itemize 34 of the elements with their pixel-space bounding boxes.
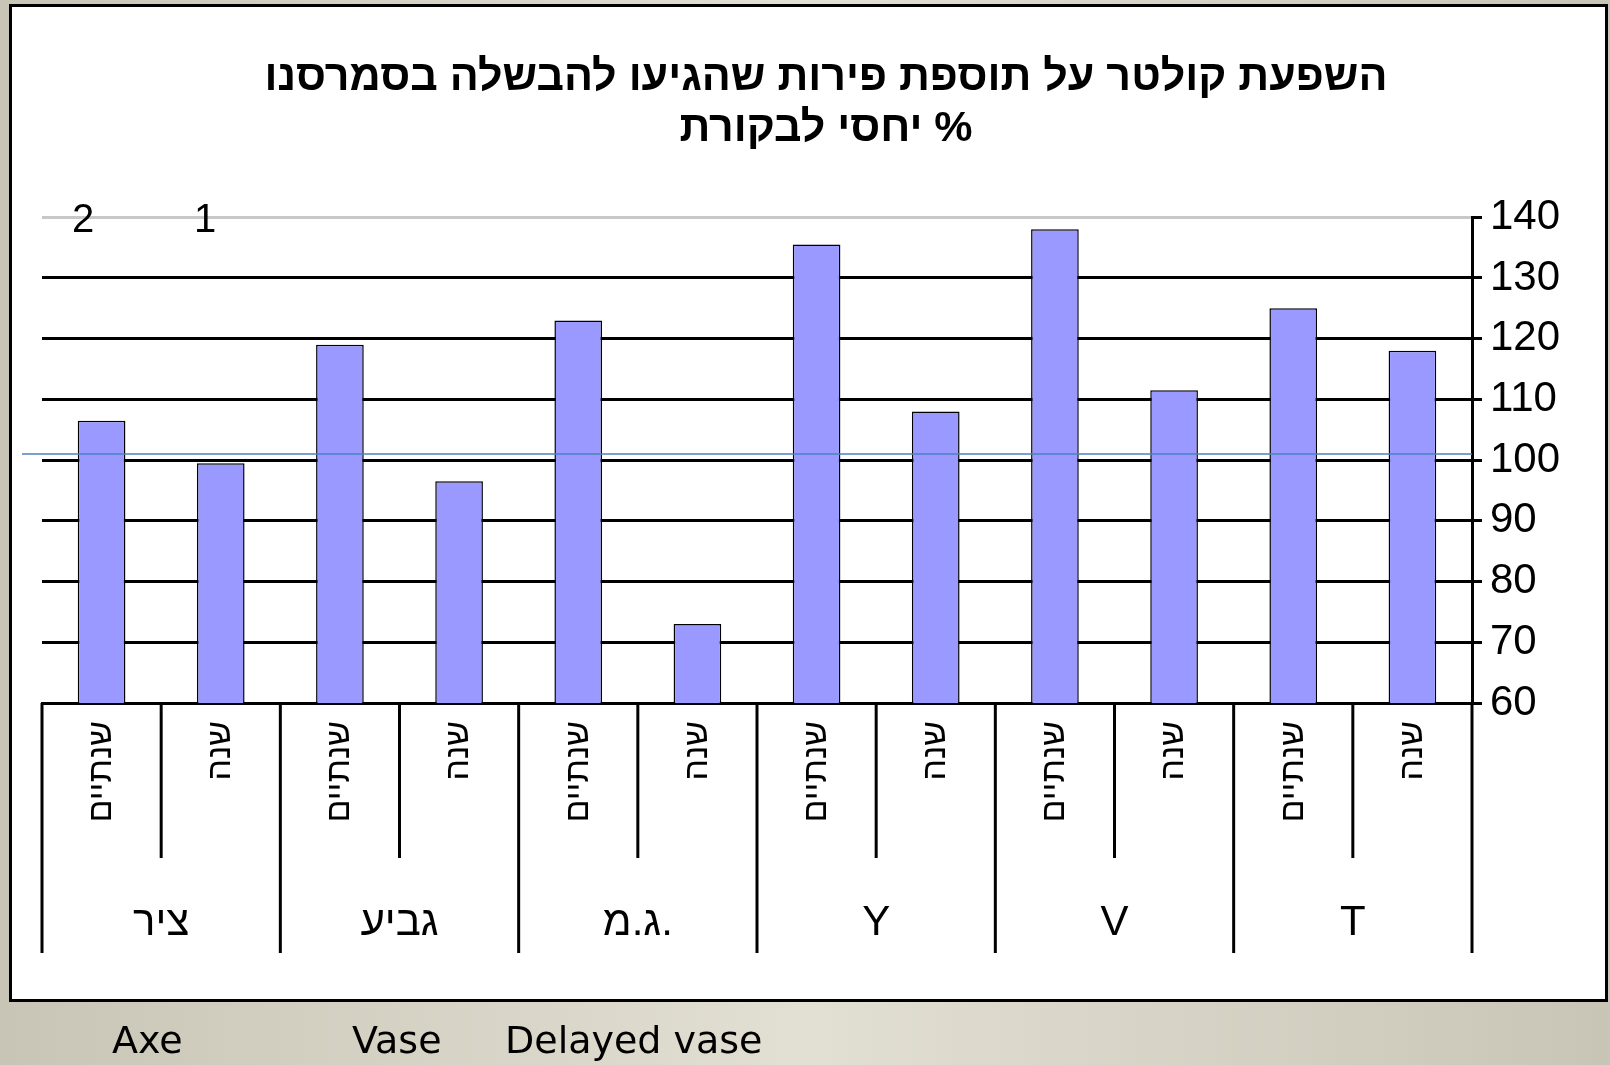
x-tick-label: שנתיים [1033,721,1072,823]
x-tick-label: שנה [675,721,714,781]
y-tick-label: 100 [1490,433,1561,481]
y-tick-label: 120 [1490,312,1561,360]
x-tick-label: שנתיים [79,721,118,823]
y-tick-label: 60 [1490,676,1537,724]
text: V [1100,896,1129,944]
y-tick-label: 70 [1490,615,1537,663]
text: השפעת קולטר על תוספת פירות שהגיעו להבשלה בסמרסנו [264,50,1388,99]
text: ציר [133,896,190,944]
text: Y [862,896,891,944]
text: T [1340,896,1366,944]
x-tick-label: שנתיים [794,721,833,823]
y-tick-label: 140 [1490,190,1561,238]
text: ג.מ. [602,896,673,944]
annotation: 1 [193,196,217,241]
y-tick-label: 110 [1490,372,1557,420]
y-tick-label: 130 [1490,251,1561,299]
x-tick-label: שנה [1152,721,1191,781]
x-tick-label: שנה [1390,721,1429,781]
x-tick-label: שנה [199,721,238,781]
annotation: 2 [71,196,95,241]
x-tick-label: שנה [437,721,476,781]
text: Axe [112,1017,183,1062]
text: Vase [352,1017,442,1062]
x-tick-label: שנתיים [318,721,357,823]
text: גביע [360,896,439,944]
x-tick-label: שנה [914,721,953,781]
y-tick-label: 90 [1490,494,1537,542]
x-tick-label: שנתיים [556,721,595,823]
y-tick-label: 80 [1490,555,1537,603]
text: % יחסי לבקורת [679,102,973,151]
x-tick-label: שנתיים [1271,721,1310,823]
text: Delayed vase [505,1017,763,1062]
